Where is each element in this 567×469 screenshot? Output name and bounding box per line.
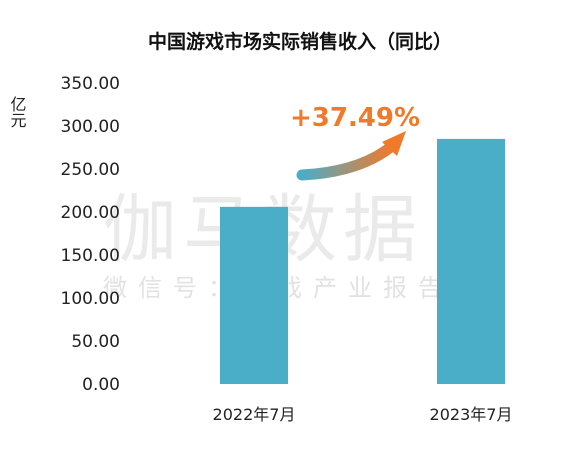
chart-title: 中国游戏市场实际销售收入（同比） bbox=[148, 30, 452, 53]
bar-1 bbox=[220, 206, 288, 384]
y-tick-label: 0.00 bbox=[82, 375, 120, 395]
growth-arrow-head bbox=[382, 131, 406, 156]
x-axis-ticks: 2022年7月 2023年7月 bbox=[213, 405, 513, 424]
y-tick-label: 100.00 bbox=[61, 289, 120, 309]
x-tick-label: 2022年7月 bbox=[213, 405, 296, 424]
y-tick-label: 50.00 bbox=[71, 332, 120, 352]
y-axis-ticks: 0.00 50.00 100.00 150.00 200.00 250.00 300.00 3… bbox=[61, 74, 120, 395]
y-axis-unit-label: 亿元 bbox=[8, 96, 27, 128]
y-tick-label: 300.00 bbox=[61, 117, 120, 137]
growth-arrow bbox=[296, 140, 398, 181]
y-tick-label: 200.00 bbox=[61, 203, 120, 223]
bar-2 bbox=[437, 138, 505, 384]
y-tick-label: 150.00 bbox=[61, 246, 120, 266]
bars bbox=[220, 138, 505, 384]
y-tick-label: 250.00 bbox=[61, 160, 120, 180]
x-tick-label: 2023年7月 bbox=[430, 405, 513, 424]
y-tick-label: 350.00 bbox=[61, 74, 120, 94]
growth-annotation: +37.49% bbox=[290, 103, 420, 133]
